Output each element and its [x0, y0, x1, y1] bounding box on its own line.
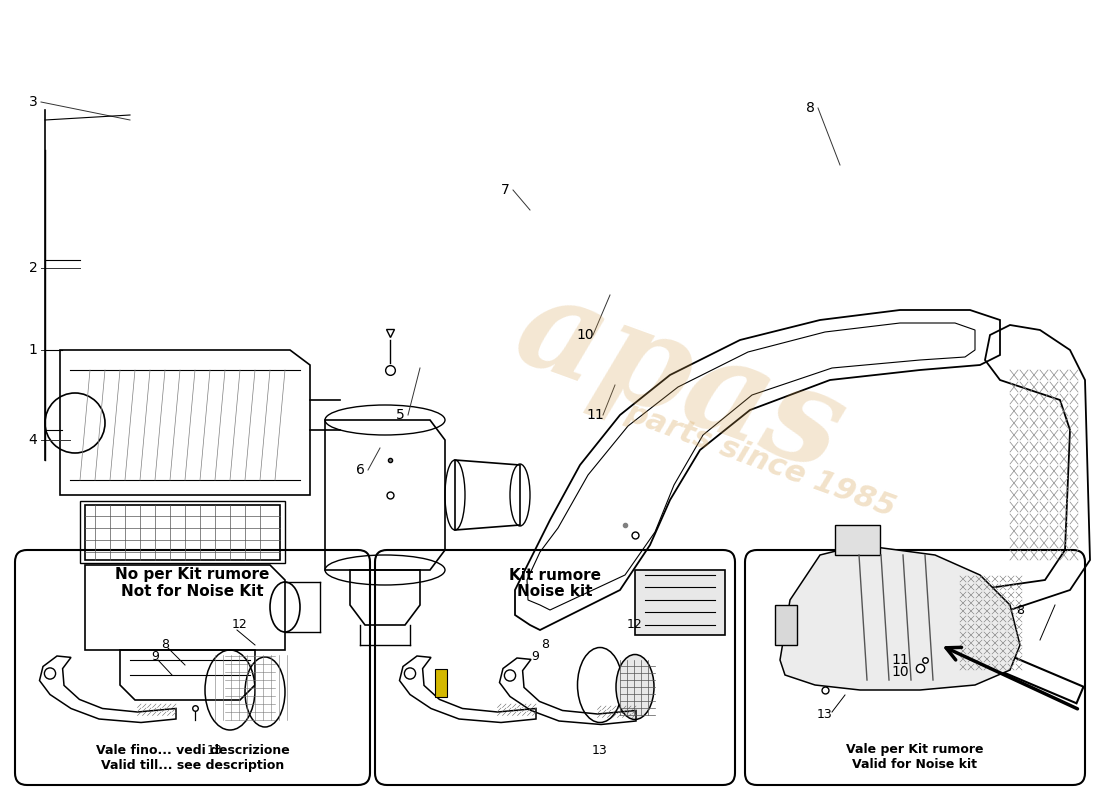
Text: Valid for Noise kit: Valid for Noise kit — [852, 758, 978, 771]
Text: 10: 10 — [891, 665, 909, 679]
Bar — [85, 505, 280, 560]
Text: Vale per Kit rumore: Vale per Kit rumore — [846, 743, 983, 757]
Text: 11: 11 — [586, 408, 604, 422]
Text: 7: 7 — [500, 183, 509, 197]
Bar — [80, 501, 285, 563]
Text: 13: 13 — [817, 709, 833, 722]
FancyArrow shape — [950, 634, 1084, 703]
Text: 8: 8 — [805, 101, 814, 115]
Text: apas: apas — [499, 262, 860, 498]
Bar — [776, 605, 798, 645]
Text: parts since 1985: parts since 1985 — [620, 398, 899, 522]
Ellipse shape — [616, 654, 654, 719]
Text: Noise kit: Noise kit — [517, 585, 593, 599]
Text: 8: 8 — [1016, 603, 1024, 617]
Bar — [635, 570, 725, 635]
Text: No per Kit rumore: No per Kit rumore — [116, 567, 270, 582]
Text: 4: 4 — [29, 433, 37, 447]
Text: Valid till... see description: Valid till... see description — [101, 758, 284, 771]
Polygon shape — [780, 545, 1020, 690]
Text: 5: 5 — [396, 408, 405, 422]
Text: 8: 8 — [161, 638, 169, 651]
Text: 8: 8 — [541, 638, 549, 651]
Text: 9: 9 — [151, 650, 158, 663]
Text: 10: 10 — [576, 328, 594, 342]
Text: 2: 2 — [29, 261, 37, 275]
Text: Not for Noise Kit: Not for Noise Kit — [121, 585, 264, 599]
Text: 12: 12 — [627, 618, 642, 631]
Text: Kit rumore: Kit rumore — [509, 567, 601, 582]
Text: Vale fino... vedi descrizione: Vale fino... vedi descrizione — [96, 743, 289, 757]
Text: 1: 1 — [29, 343, 37, 357]
Text: 11: 11 — [891, 653, 909, 667]
Text: 13: 13 — [592, 743, 608, 757]
Text: 6: 6 — [355, 463, 364, 477]
Text: 9: 9 — [531, 650, 539, 663]
Text: 3: 3 — [29, 95, 37, 109]
Bar — [434, 669, 447, 697]
Text: 13: 13 — [207, 743, 223, 757]
Text: 12: 12 — [232, 618, 248, 631]
Polygon shape — [835, 525, 880, 555]
